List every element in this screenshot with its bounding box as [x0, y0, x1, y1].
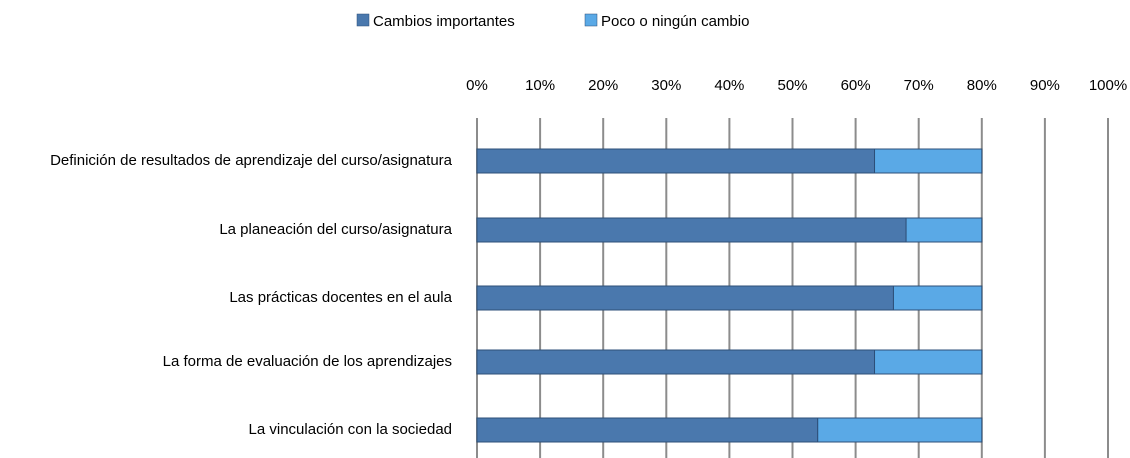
category-label: La planeación del curso/asignatura — [219, 221, 452, 238]
bar — [874, 349, 983, 375]
x-tick-label: 80% — [967, 77, 997, 94]
x-tick-label: 100% — [1089, 77, 1127, 94]
bar — [874, 148, 983, 174]
bar — [892, 285, 983, 311]
bar — [476, 417, 819, 443]
legend-label: Poco o ningún cambio — [601, 13, 749, 30]
category-label: La vinculación con la sociedad — [249, 421, 452, 438]
legend-label: Cambios importantes — [373, 13, 515, 30]
x-tick-label: 20% — [588, 77, 618, 94]
category-label: Las prácticas docentes en el aula — [229, 289, 452, 306]
x-tick-label: 10% — [525, 77, 555, 94]
x-tick-label: 0% — [466, 77, 488, 94]
bar — [905, 217, 983, 243]
x-tick-label: 40% — [714, 77, 744, 94]
x-tick-label: 30% — [651, 77, 681, 94]
bar — [476, 285, 894, 311]
bar — [476, 148, 876, 174]
category-label: Definición de resultados de aprendizaje … — [50, 152, 453, 169]
x-tick-label: 70% — [904, 77, 934, 94]
legend-swatch — [584, 13, 598, 27]
x-tick-label: 50% — [777, 77, 807, 94]
x-tick-label: 90% — [1030, 77, 1060, 94]
bar — [476, 349, 876, 375]
x-tick-label: 60% — [841, 77, 871, 94]
bar — [476, 217, 907, 243]
bar — [817, 417, 983, 443]
category-label: La forma de evaluación de los aprendizaj… — [163, 353, 452, 370]
legend-swatch — [356, 13, 370, 27]
